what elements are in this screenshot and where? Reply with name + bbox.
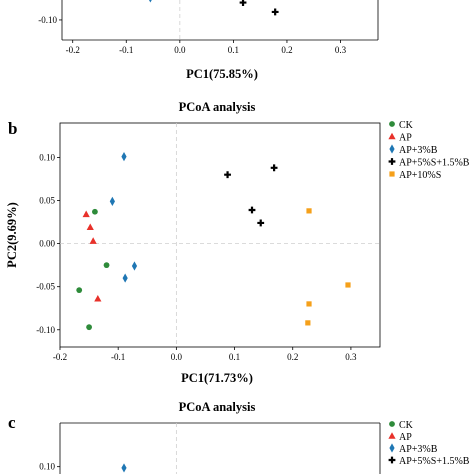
x-tick-label: 0.0 bbox=[174, 45, 186, 55]
legend-marker bbox=[389, 421, 395, 427]
data-point bbox=[76, 287, 83, 294]
data-point bbox=[306, 301, 312, 307]
data-point bbox=[271, 8, 279, 16]
x-tick-label: 0.1 bbox=[229, 352, 240, 362]
data-point bbox=[305, 320, 311, 326]
x-tick-label: 0.3 bbox=[345, 352, 357, 362]
panel-b-title: PCoA analysis bbox=[179, 100, 256, 114]
legend-entry-label: CK bbox=[399, 420, 414, 431]
y-tick-label: 0.00 bbox=[39, 239, 55, 249]
data-point bbox=[270, 164, 278, 172]
data-point bbox=[103, 262, 110, 269]
y-tick-label: -0.05 bbox=[36, 282, 55, 292]
legend-marker bbox=[389, 144, 395, 154]
legend-entry-label: AP+5%S+1.5%B bbox=[399, 158, 470, 169]
x-tick-label: 0.2 bbox=[281, 45, 292, 55]
data-point bbox=[257, 219, 265, 227]
x-tick-label: -0.1 bbox=[119, 45, 133, 55]
x-tick-label: -0.2 bbox=[53, 352, 67, 362]
data-point bbox=[148, 0, 152, 3]
data-point bbox=[92, 208, 98, 215]
legend-entry-label: AP+5%S+1.5%B bbox=[399, 456, 470, 467]
data-point bbox=[122, 273, 128, 283]
panel-b-letter: b bbox=[8, 119, 17, 138]
x-tick-label: 0.1 bbox=[228, 45, 239, 55]
panel-a-x-axis-title: PC1(75.85%) bbox=[186, 67, 258, 81]
panel-a-plot-frame bbox=[61, 0, 379, 41]
data-point bbox=[86, 223, 94, 231]
y-tick-label: -0.10 bbox=[38, 15, 57, 25]
legend-marker bbox=[388, 432, 396, 439]
data-point bbox=[131, 261, 138, 271]
panel-b-plot-frame bbox=[59, 122, 381, 348]
legend-marker bbox=[388, 158, 396, 165]
legend-entry-label: CK bbox=[399, 120, 414, 131]
y-tick-label: 0.10 bbox=[39, 462, 55, 472]
data-point bbox=[109, 196, 115, 206]
y-tick-label: 0.05 bbox=[39, 196, 55, 206]
panel-b-x-axis-title: PC1(71.73%) bbox=[181, 371, 253, 385]
legend-marker bbox=[389, 171, 395, 177]
data-point bbox=[82, 210, 90, 218]
data-point bbox=[224, 171, 231, 179]
x-tick-label: 0.0 bbox=[171, 352, 183, 362]
x-tick-label: -0.2 bbox=[66, 45, 80, 55]
x-tick-label: 0.2 bbox=[287, 352, 298, 362]
panel-c: c PCoA analysis 0.10 CKAPAP+3%BAP+5%S+1.… bbox=[8, 400, 470, 474]
legend-entry-label: AP+3%B bbox=[399, 444, 438, 455]
data-point bbox=[345, 282, 351, 288]
x-tick-label: -0.1 bbox=[111, 352, 125, 362]
legend-entry-label: AP bbox=[399, 432, 412, 443]
panel-b-y-axis-title: PC2(9.69%) bbox=[5, 202, 19, 268]
data-point bbox=[89, 237, 97, 244]
y-tick-label: 0.10 bbox=[39, 152, 55, 162]
legend-entry-label: AP bbox=[399, 133, 412, 144]
legend-marker bbox=[389, 443, 395, 453]
panel-c-plot-frame bbox=[59, 422, 381, 474]
panel-c-letter: c bbox=[8, 413, 16, 432]
panel-a: -0.2 -0.1 0.0 0.1 0.2 0.3 -0.10 PC1(75.85%) bbox=[38, 0, 379, 81]
legend-entry-label: AP+10%S bbox=[399, 170, 441, 181]
y-tick-label: -0.10 bbox=[36, 325, 55, 335]
data-point bbox=[121, 463, 127, 473]
legend-marker bbox=[388, 456, 396, 464]
legend-marker bbox=[389, 121, 395, 127]
data-point bbox=[306, 208, 312, 214]
panel-c-title: PCoA analysis bbox=[179, 400, 256, 414]
legend-marker bbox=[388, 132, 396, 140]
data-point bbox=[121, 152, 127, 162]
data-point bbox=[239, 0, 247, 6]
legend-entry-label: AP+3%B bbox=[399, 145, 438, 156]
data-point bbox=[248, 206, 256, 214]
panel-b: b PCoA analysis -0.2 -0.1 0.0 0.1 0.2 0.3 -0.… bbox=[5, 100, 470, 385]
x-tick-label: 0.3 bbox=[335, 45, 347, 55]
data-point bbox=[86, 324, 92, 331]
data-point bbox=[94, 294, 102, 302]
